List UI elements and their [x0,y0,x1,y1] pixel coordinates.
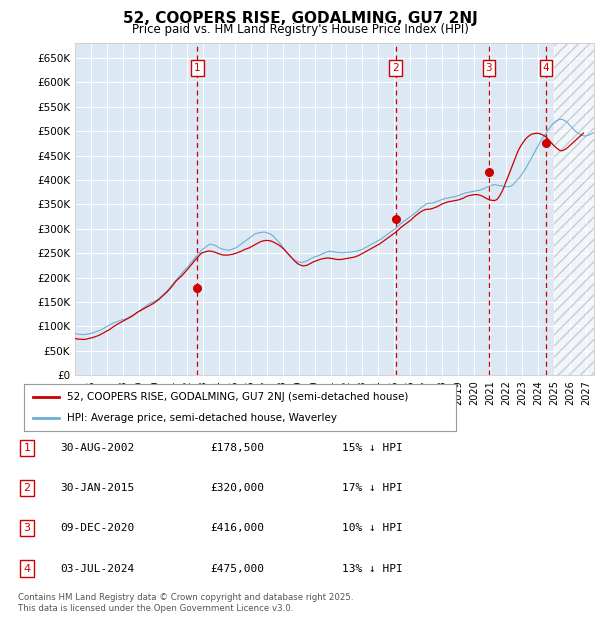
Text: 30-JAN-2015: 30-JAN-2015 [60,483,134,493]
Text: £320,000: £320,000 [210,483,264,493]
Text: 3: 3 [485,63,492,73]
Text: 10% ↓ HPI: 10% ↓ HPI [342,523,403,533]
Text: £416,000: £416,000 [210,523,264,533]
Text: 13% ↓ HPI: 13% ↓ HPI [342,564,403,574]
Text: 2: 2 [392,63,399,73]
Text: 4: 4 [543,63,550,73]
Text: 09-DEC-2020: 09-DEC-2020 [60,523,134,533]
Text: 2: 2 [23,483,31,493]
Text: Price paid vs. HM Land Registry's House Price Index (HPI): Price paid vs. HM Land Registry's House … [131,23,469,36]
Text: 52, COOPERS RISE, GODALMING, GU7 2NJ (semi-detached house): 52, COOPERS RISE, GODALMING, GU7 2NJ (se… [67,392,409,402]
Text: 52, COOPERS RISE, GODALMING, GU7 2NJ: 52, COOPERS RISE, GODALMING, GU7 2NJ [122,11,478,25]
Text: 1: 1 [194,63,201,73]
Text: 17% ↓ HPI: 17% ↓ HPI [342,483,403,493]
Text: HPI: Average price, semi-detached house, Waverley: HPI: Average price, semi-detached house,… [67,413,337,423]
Text: Contains HM Land Registry data © Crown copyright and database right 2025.
This d: Contains HM Land Registry data © Crown c… [18,593,353,613]
Text: 03-JUL-2024: 03-JUL-2024 [60,564,134,574]
Text: 3: 3 [23,523,31,533]
Text: 30-AUG-2002: 30-AUG-2002 [60,443,134,453]
Text: 15% ↓ HPI: 15% ↓ HPI [342,443,403,453]
Text: £475,000: £475,000 [210,564,264,574]
Text: £178,500: £178,500 [210,443,264,453]
Text: 4: 4 [23,564,31,574]
Text: 1: 1 [23,443,31,453]
